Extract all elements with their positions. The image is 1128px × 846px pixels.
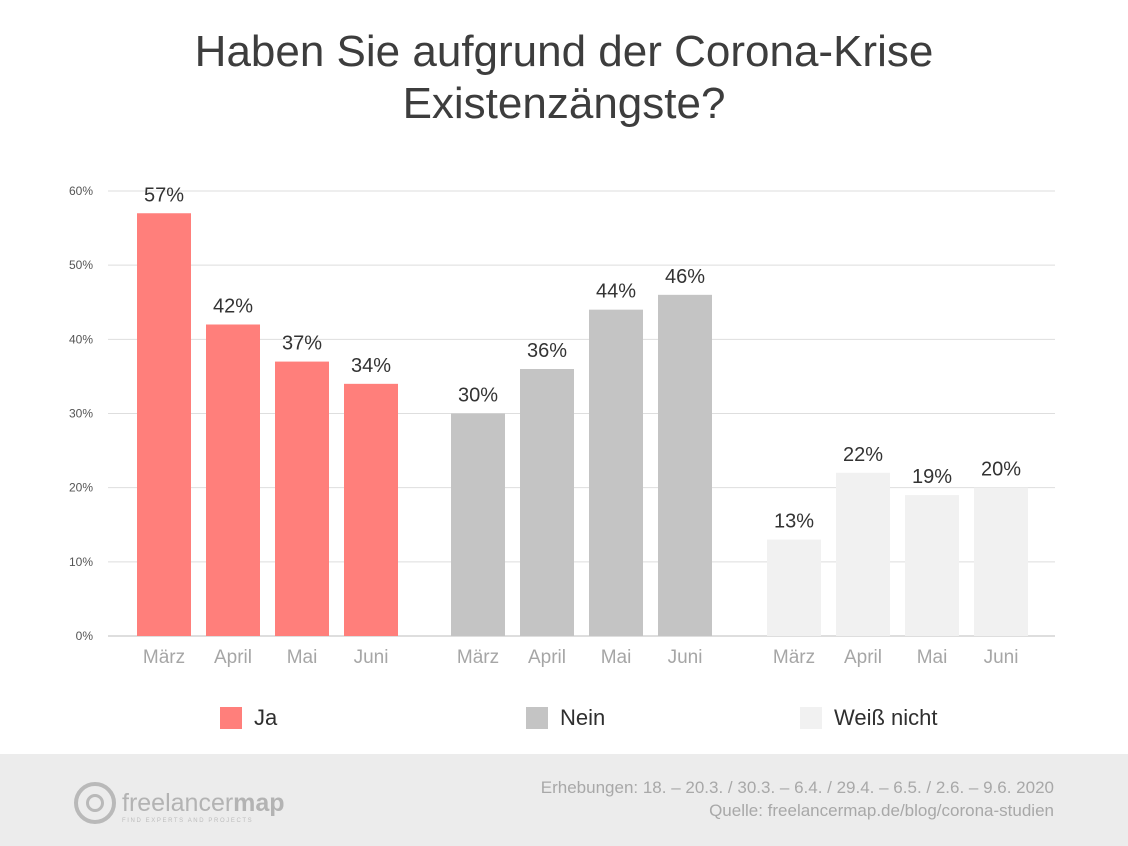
legend-swatch-nein [526, 707, 548, 729]
y-tick-label: 40% [69, 332, 93, 346]
x-tick-label: März [457, 647, 499, 668]
bar [836, 472, 890, 636]
legend-label-weiss-nicht: Weiß nicht [834, 705, 938, 730]
logo-wordmark: freelancermap [122, 789, 285, 817]
bar-value-label: 36% [527, 340, 567, 362]
bar [206, 324, 260, 636]
bar [520, 369, 574, 636]
legend-item-ja: Ja [220, 700, 277, 736]
legend-item-nein: Nein [526, 700, 605, 736]
legend-label-nein: Nein [560, 705, 606, 730]
chart-title-line-1: Haben Sie aufgrund der Corona-Krise [194, 27, 934, 76]
x-tick-label: Juni [668, 647, 703, 668]
chart-title: Haben Sie aufgrund der Corona-Krise Exis… [0, 26, 1128, 130]
bar-value-label: 46% [665, 266, 705, 288]
bar [344, 383, 398, 636]
x-tick-label: April [528, 647, 566, 668]
freelancermap-logo-icon [74, 782, 116, 824]
logo-tagline: FIND EXPERTS AND PROJECTS [122, 818, 254, 824]
bar-value-label: 13% [774, 511, 814, 533]
legend: Ja Nein Weiß nicht [0, 700, 1128, 736]
bar-value-label: 37% [282, 333, 322, 355]
bar [589, 309, 643, 636]
y-tick-label: 30% [69, 407, 93, 421]
legend-item-weiss-nicht: Weiß nicht [800, 700, 938, 736]
bar-value-label: 19% [912, 466, 952, 488]
freelancermap-logo[interactable]: freelancermap FIND EXPERTS AND PROJECTS [74, 778, 285, 828]
legend-label-ja: Ja [254, 705, 278, 730]
chart-title-line-2: Existenzängste? [402, 79, 726, 128]
x-tick-label: April [844, 647, 882, 668]
y-tick-label: 0% [76, 629, 94, 643]
footer: freelancermap FIND EXPERTS AND PROJECTS … [0, 754, 1128, 846]
y-tick-label: 10% [69, 555, 93, 569]
x-tick-label: Juni [354, 647, 389, 668]
bar [974, 487, 1028, 636]
x-tick-label: Mai [287, 647, 318, 668]
legend-swatch-weiss-nicht [800, 707, 822, 729]
x-tick-label: Mai [917, 647, 948, 668]
bar-value-label: 44% [596, 281, 636, 303]
survey-dates: Erhebungen: 18. – 20.3. / 30.3. – 6.4. /… [540, 778, 1054, 797]
bar-value-label: 22% [843, 444, 883, 466]
bar-value-label: 30% [458, 385, 498, 407]
bar [275, 361, 329, 636]
bar [767, 539, 821, 636]
bar [137, 213, 191, 636]
bar [451, 413, 505, 636]
x-tick-label: März [143, 647, 185, 668]
source-link[interactable]: Quelle: freelancermap.de/blog/corona-stu… [709, 801, 1054, 820]
bar-value-label: 42% [213, 296, 253, 318]
footer-notes: Erhebungen: 18. – 20.3. / 30.3. – 6.4. /… [541, 776, 1054, 822]
legend-swatch-ja [220, 707, 242, 729]
y-tick-label: 50% [69, 258, 93, 272]
y-tick-label: 20% [69, 481, 93, 495]
x-tick-label: April [214, 647, 252, 668]
bar-value-label: 20% [981, 459, 1021, 481]
bar [905, 495, 959, 636]
y-tick-label: 60% [69, 184, 93, 198]
bar-value-label: 34% [351, 355, 391, 377]
bar-value-label: 57% [144, 184, 184, 206]
bar-chart: 0% 10% 20% 30% 40% 50% 60% 57% März 42% April 37% Ma… [69, 184, 1055, 668]
x-tick-label: März [773, 647, 815, 668]
bar [658, 294, 712, 636]
x-tick-label: Mai [601, 647, 632, 668]
x-tick-label: Juni [984, 647, 1019, 668]
